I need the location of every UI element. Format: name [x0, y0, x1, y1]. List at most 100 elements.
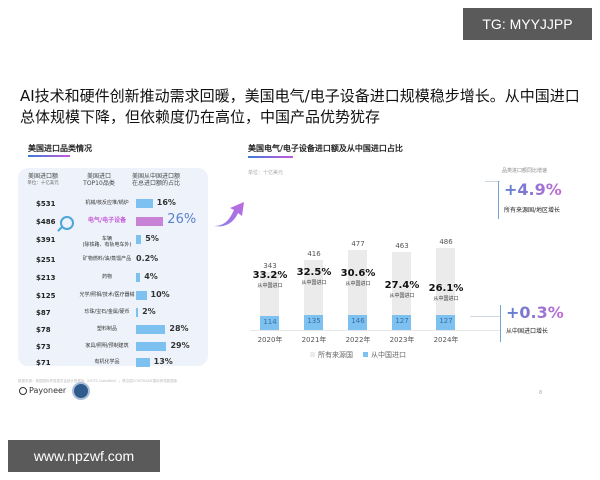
col1-header: 美国进口额 — [27, 173, 58, 180]
share-bar — [136, 291, 147, 300]
import-value: $486 — [36, 218, 56, 226]
category-row: $391 车辆 (除铁路、有轨电车外) 5% — [22, 232, 212, 250]
title-underline — [248, 156, 293, 158]
import-value: $391 — [36, 236, 56, 244]
china-share-pct: 32.5% — [296, 267, 332, 278]
china-share-label: 从中国进口 — [301, 280, 327, 286]
category-name: 塑料制品 — [96, 326, 117, 332]
col-header-import: 美国进口额 单位：十亿美元 — [22, 173, 64, 187]
share-value: 13% — [153, 357, 173, 366]
china-value: 135 — [307, 317, 321, 325]
data-source: 数据来源：美国国际贸易委员会统计数据库（USITC DataWeb）；联合国CO… — [18, 379, 178, 383]
kpi-connector — [470, 316, 500, 317]
category-name: 药物 — [101, 274, 112, 280]
import-value: $251 — [36, 256, 56, 264]
kpi-china-label: 从中国进口增长 — [506, 328, 549, 335]
share-value: 4% — [144, 272, 158, 281]
category-name: 家具/照明/预制建筑 — [85, 343, 129, 349]
chart-baseline — [250, 330, 500, 331]
kpi-caption: 品类进口额同比增速 — [502, 168, 548, 174]
category-row: $251 矿物燃料/油/蒸馏产品 0.2% — [22, 252, 212, 270]
institution-seal-icon — [72, 382, 90, 400]
import-value: $71 — [36, 359, 51, 367]
bar-total — [436, 248, 455, 330]
share-value: 16% — [156, 198, 176, 207]
left-panel-title: 美国进口品类情况 — [28, 144, 92, 153]
import-value: $78 — [36, 326, 51, 334]
share-bar — [136, 217, 164, 226]
china-share-label: 从中国进口 — [433, 296, 459, 302]
total-value: 463 — [395, 242, 409, 251]
china-share-label: 从中国进口 — [389, 293, 415, 299]
bar-china — [436, 315, 455, 330]
china-share-pct: 26.1% — [428, 283, 464, 294]
bar-china — [304, 315, 323, 330]
share-bar — [136, 358, 150, 367]
col-header-category: 美国进口 TOP10品类 — [83, 173, 115, 187]
col-header-share: 美国从中国进口额 在总进口额的占比 — [132, 173, 181, 187]
share-bar — [136, 273, 141, 282]
china-value: 146 — [351, 316, 365, 325]
year-label: 2023年 — [389, 336, 415, 344]
china-share-pct: 27.4% — [384, 280, 420, 291]
import-value: $125 — [36, 292, 56, 300]
page-number: 8 — [539, 390, 543, 396]
bar-total — [392, 252, 411, 330]
legend-all-label: 所有来源国 — [318, 351, 353, 359]
kpi-divider — [500, 305, 501, 342]
total-value: 486 — [439, 238, 453, 247]
bar-china — [348, 314, 367, 330]
category-name: 机械/核反应堆/锅炉 — [85, 200, 129, 206]
bar-total — [260, 272, 279, 330]
category-row: $87 珍珠/宝石/金属/硬币 2% — [22, 305, 212, 323]
share-bar — [136, 235, 142, 244]
category-name: 电气/电子设备 — [87, 217, 127, 224]
import-value: $87 — [36, 309, 51, 317]
category-row: $71 有机化学品 13% — [22, 355, 212, 373]
category-name: 矿物燃料/油/蒸馏产品 — [82, 256, 132, 262]
category-name: 有机化学品 — [94, 359, 120, 365]
year-label: 2021年 — [301, 336, 327, 344]
right-panel-title: 美国电气/电子设备进口额及从中国进口占比 — [248, 144, 403, 153]
category-name: 珍珠/宝石/金属/硬币 — [84, 309, 130, 315]
china-value: 127 — [395, 317, 409, 326]
kpi-china-growth: +0.3% — [506, 303, 564, 322]
import-value: $213 — [36, 274, 56, 282]
category-row: $73 家具/照明/预制建筑 29% — [22, 339, 212, 357]
chart-unit: 单位：十亿美元 — [248, 170, 284, 176]
payoneer-logo: Payoneer — [19, 386, 66, 395]
import-value: $531 — [36, 200, 56, 208]
share-value: 10% — [150, 290, 170, 299]
share-value: 28% — [169, 324, 189, 333]
total-value: 343 — [263, 262, 277, 271]
bar-total — [304, 260, 323, 330]
category-row: $213 药物 4% — [22, 270, 212, 288]
china-share-pct: 33.2% — [252, 270, 288, 281]
china-value: 114 — [263, 317, 277, 326]
legend-all: 所有来源国 — [310, 350, 353, 360]
china-share-pct: 30.6% — [340, 268, 376, 279]
year-label: 2022年 — [345, 336, 371, 344]
share-value: 0.2% — [136, 254, 159, 263]
search-icon — [60, 216, 74, 230]
category-row: $486 电气/电子设备 26% — [22, 212, 212, 232]
china-share-label: 从中国进口 — [257, 283, 283, 289]
bar-total — [348, 249, 367, 330]
payoneer-wordmark: Payoneer — [29, 386, 67, 395]
category-row: $531 机械/核反应堆/锅炉 16% — [22, 196, 212, 214]
chart-legend: 所有来源国 从中国进口 — [310, 350, 406, 360]
share-bar — [136, 199, 153, 208]
payoneer-ring-icon — [19, 386, 27, 395]
china-value: 127 — [439, 317, 453, 326]
growth-arrow-icon — [214, 202, 244, 227]
share-bar — [136, 308, 139, 317]
col1-unit: 单位：十亿美元 — [27, 181, 59, 186]
year-label: 2024年 — [433, 336, 459, 344]
share-bar — [136, 342, 167, 351]
share-value: 2% — [142, 307, 156, 316]
import-value: $73 — [36, 343, 51, 351]
category-row: $125 光学/照相/技术/医疗器械 10% — [22, 288, 212, 306]
share-value: 29% — [170, 341, 190, 350]
title-underline — [28, 155, 70, 157]
kpi-divider — [498, 181, 499, 219]
